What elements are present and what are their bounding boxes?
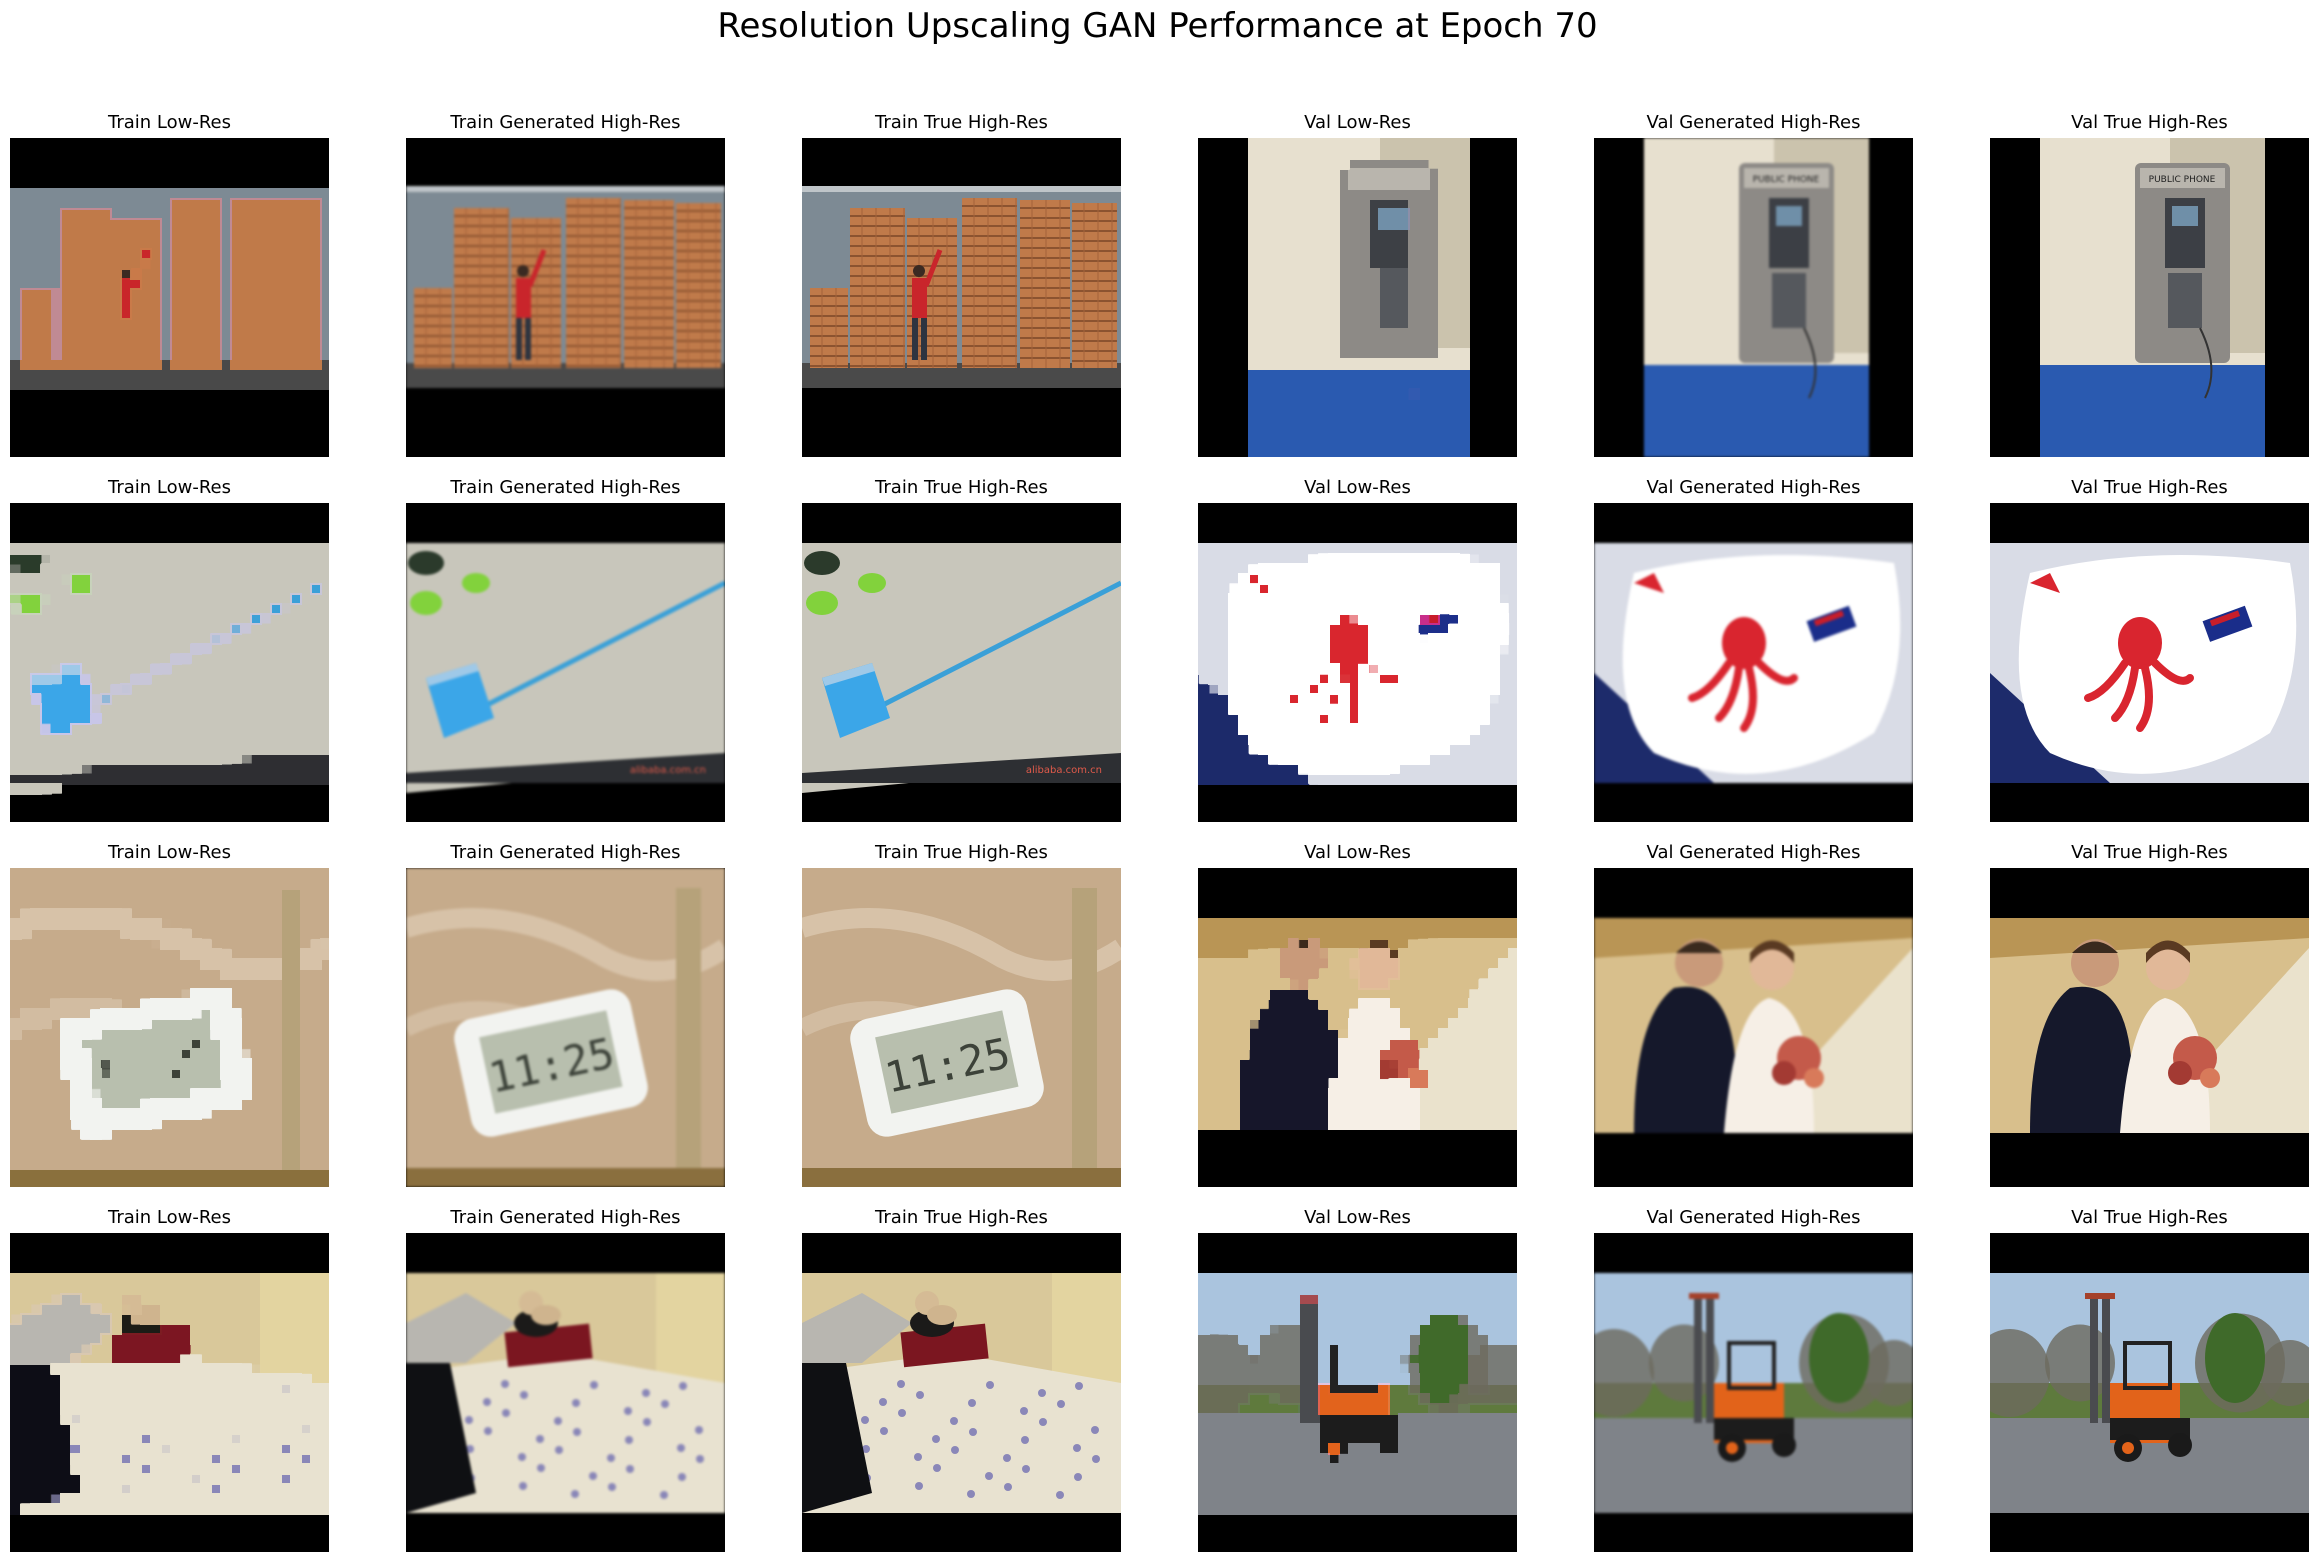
broom-image: alibaba.com.cn xyxy=(406,503,725,822)
panel-title: Train Generated High-Res xyxy=(450,112,681,133)
image-cell-train_low: Train Low-Res xyxy=(10,475,329,835)
lumber-stacks-image xyxy=(406,138,725,457)
panel-title: Train Low-Res xyxy=(107,477,231,498)
panel-title: Val Generated High-Res xyxy=(1646,1207,1861,1228)
panel-title: Train Low-Res xyxy=(107,112,231,133)
lumber-stacks-image xyxy=(10,138,329,457)
svg-text:alibaba.com.cn: alibaba.com.cn xyxy=(1026,765,1102,776)
svg-text:alibaba.com.cn: alibaba.com.cn xyxy=(630,765,706,776)
image-cell-train_gen: Train Generated High-Res 11:25 xyxy=(406,840,725,1200)
panel-title: Val True High-Res xyxy=(2071,112,2228,133)
panel-title: Train True High-Res xyxy=(875,477,1048,498)
panel-title: Val Generated High-Res xyxy=(1646,477,1861,498)
panel-title: Val Low-Res xyxy=(1304,1207,1411,1228)
payphone-image: PUBLIC PHONE xyxy=(1198,138,1517,457)
baby-bib-image xyxy=(1594,503,1913,822)
image-cell-train_low: Train Low-Res xyxy=(10,1205,329,1565)
svg-text:PUBLIC PHONE: PUBLIC PHONE xyxy=(1357,175,1424,185)
image-cell-val_true: Val True High-Res xyxy=(1990,1205,2309,1565)
wedding-couple-image xyxy=(1990,868,2309,1187)
broom-image: alibaba.com.cn xyxy=(802,503,1121,822)
panel-title: Val Generated High-Res xyxy=(1646,112,1861,133)
image-cell-val_gen: Val Generated High-Res xyxy=(1594,840,1913,1200)
panel-title: Val Low-Res xyxy=(1304,477,1411,498)
panel-title: Val Generated High-Res xyxy=(1646,842,1861,863)
results-grid: Train Low-Res Train Generated High-Res T… xyxy=(10,110,2309,1565)
panel-title: Val True High-Res xyxy=(2071,1207,2228,1228)
image-cell-val_low: Val Low-Res xyxy=(1198,1205,1517,1565)
svg-text:PUBLIC PHONE: PUBLIC PHONE xyxy=(2149,175,2216,185)
image-cell-val_low: Val Low-Res PUBLIC PHONE xyxy=(1198,110,1517,470)
broom-image xyxy=(10,503,329,822)
panel-title: Train Low-Res xyxy=(107,842,231,863)
image-cell-val_true: Val True High-Res xyxy=(1990,840,2309,1200)
bed-with-teddy-image xyxy=(10,1233,329,1552)
image-cell-train_gen: Train Generated High-Res alibaba.com.cn xyxy=(406,475,725,835)
panel-title: Val Low-Res xyxy=(1304,112,1411,133)
image-cell-val_gen: Val Generated High-Res PUBLIC PHONE xyxy=(1594,110,1913,470)
image-cell-train_true: Train True High-Res xyxy=(802,110,1121,470)
image-cell-train_low: Train Low-Res 11:25 xyxy=(10,840,329,1200)
image-cell-train_true: Train True High-Res alibaba.com.cn xyxy=(802,475,1121,835)
image-cell-val_gen: Val Generated High-Res xyxy=(1594,475,1913,835)
image-cell-train_gen: Train Generated High-Res xyxy=(406,1205,725,1565)
bed-with-teddy-image xyxy=(406,1233,725,1552)
lumber-stacks-image xyxy=(802,138,1121,457)
forklift-image xyxy=(1198,1233,1517,1552)
image-cell-val_low: Val Low-Res xyxy=(1198,475,1517,835)
baby-bib-image xyxy=(1198,503,1517,822)
payphone-image: PUBLIC PHONE xyxy=(1594,138,1913,457)
forklift-image xyxy=(1594,1233,1913,1552)
panel-title: Train Generated High-Res xyxy=(450,1207,681,1228)
figure-title: Resolution Upscaling GAN Performance at … xyxy=(717,6,1598,46)
digital-clock-image: 11:25 xyxy=(10,868,329,1187)
image-cell-train_true: Train True High-Res xyxy=(802,1205,1121,1565)
digital-clock-image: 11:25 xyxy=(802,868,1121,1187)
panel-title: Val True High-Res xyxy=(2071,477,2228,498)
forklift-image xyxy=(1990,1233,2309,1552)
panel-title: Train True High-Res xyxy=(875,112,1048,133)
svg-text:PUBLIC PHONE: PUBLIC PHONE xyxy=(1753,175,1820,185)
image-cell-val_gen: Val Generated High-Res xyxy=(1594,1205,1913,1565)
panel-title: Train Generated High-Res xyxy=(450,842,681,863)
image-cell-val_true: Val True High-Res xyxy=(1990,475,2309,835)
bed-with-teddy-image xyxy=(802,1233,1121,1552)
panel-title: Val True High-Res xyxy=(2071,842,2228,863)
digital-clock-image: 11:25 xyxy=(406,868,725,1187)
image-cell-val_true: Val True High-Res PUBLIC PHONE xyxy=(1990,110,2309,470)
wedding-couple-image xyxy=(1594,868,1913,1187)
panel-title: Val Low-Res xyxy=(1304,842,1411,863)
wedding-couple-image xyxy=(1198,868,1517,1187)
image-cell-train_low: Train Low-Res xyxy=(10,110,329,470)
image-cell-train_true: Train True High-Res 11:25 xyxy=(802,840,1121,1200)
panel-title: Train True High-Res xyxy=(875,1207,1048,1228)
baby-bib-image xyxy=(1990,503,2309,822)
panel-title: Train True High-Res xyxy=(875,842,1048,863)
panel-title: Train Low-Res xyxy=(107,1207,231,1228)
image-cell-train_gen: Train Generated High-Res xyxy=(406,110,725,470)
panel-title: Train Generated High-Res xyxy=(450,477,681,498)
image-cell-val_low: Val Low-Res xyxy=(1198,840,1517,1200)
payphone-image: PUBLIC PHONE xyxy=(1990,138,2309,457)
